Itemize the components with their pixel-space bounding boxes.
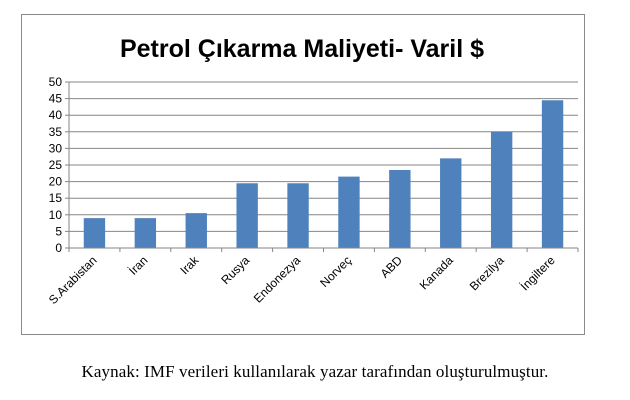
y-tick-label: 10: [49, 208, 63, 222]
x-tick-label: Irak: [177, 253, 202, 278]
bar: [490, 131, 513, 248]
bars: [83, 100, 564, 248]
axes: [65, 81, 579, 252]
bar: [287, 183, 309, 248]
x-tick-label: İran: [126, 253, 151, 278]
bar: [236, 183, 258, 248]
grid-lines: [69, 81, 578, 232]
x-tick-label: İngiltere: [518, 253, 558, 293]
y-tick-label: 30: [49, 141, 63, 155]
bar: [83, 218, 106, 248]
y-tick-label: 50: [49, 75, 63, 89]
bar: [440, 158, 462, 248]
y-tick-label: 15: [49, 191, 63, 205]
source-note: Kaynak: IMF verileri kullanılarak yazar …: [81, 362, 549, 381]
x-tick-label: Endonezya: [251, 253, 304, 306]
y-tick-label: 5: [55, 224, 62, 238]
x-tick-label: S.Arabistan: [46, 253, 100, 307]
chart-frame: Petrol Çıkarma Maliyeti- Varil $ 0 5 10 15 2…: [21, 14, 585, 335]
y-tick-label: 25: [49, 158, 63, 172]
chart-title: Petrol Çıkarma Maliyeti- Varil $: [120, 35, 484, 63]
bar: [134, 218, 157, 248]
y-tick-label: 0: [55, 241, 62, 255]
x-tick-label: ABD: [378, 253, 406, 281]
bar: [541, 100, 564, 248]
x-tick-label: Rusya: [218, 253, 252, 287]
x-tick-label: Kanada: [417, 253, 456, 292]
bar: [338, 176, 360, 248]
y-tick-label: 35: [49, 125, 63, 139]
y-tick-label: 20: [49, 175, 63, 189]
x-tick-label: Brezilya: [467, 253, 507, 293]
y-tick-labels: 0 5 10 15 20 25 30 35 40 45 50: [49, 75, 63, 255]
y-tick-label: 45: [49, 92, 63, 106]
x-tick-label: Norveç: [317, 253, 354, 290]
bar: [185, 213, 207, 248]
bar-chart: Petrol Çıkarma Maliyeti- Varil $ 0 5 10 15 2…: [46, 35, 579, 307]
bar: [389, 169, 411, 248]
y-tick-label: 40: [49, 108, 63, 122]
